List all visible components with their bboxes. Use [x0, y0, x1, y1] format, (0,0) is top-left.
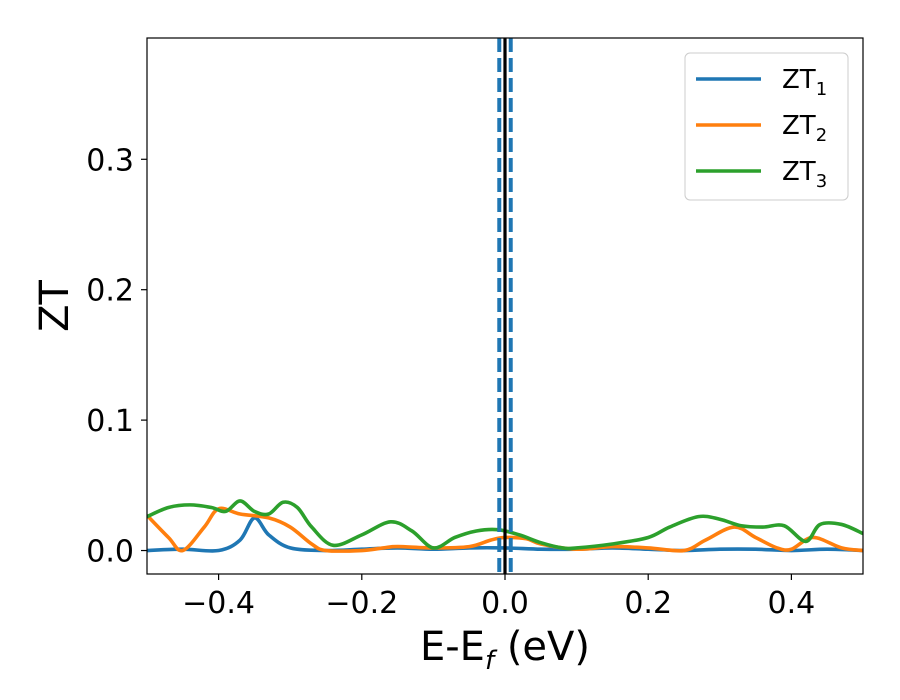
x-tick-label: 0.0	[481, 586, 529, 621]
y-tick-label: 0.3	[86, 143, 134, 178]
x-tick-label: 0.2	[624, 586, 672, 621]
x-axis-title-unit: (eV)	[494, 624, 590, 670]
y-tick-label: 0.1	[86, 404, 134, 439]
y-axis-ticks: 0.0 0.1 0.2 0.3	[86, 143, 147, 570]
series-layer	[147, 499, 863, 553]
y-axis-title: ZT	[32, 280, 78, 332]
y-tick-label: 0.2	[86, 274, 134, 309]
x-axis-title-main: E-E	[420, 624, 485, 670]
x-tick-label: 0.4	[768, 586, 816, 621]
legend-label-zt1: ZT1	[782, 65, 827, 100]
x-tick-label: −0.4	[182, 586, 255, 621]
legend-box	[684, 52, 849, 201]
legend-entries: ZT1 ZT2 ZT3	[696, 65, 827, 192]
legend-label-zt3: ZT3	[782, 157, 827, 192]
x-tick-label: −0.2	[325, 586, 398, 621]
series-line-zt3	[147, 499, 863, 551]
y-tick-label: 0.0	[86, 535, 134, 570]
x-axis-title: E-Ef (eV)	[420, 624, 590, 676]
legend: ZT1 ZT2 ZT3	[684, 52, 849, 201]
legend-label-zt2: ZT2	[782, 111, 827, 146]
series-line-zt2	[147, 506, 863, 553]
x-axis-ticks: −0.4 −0.2 0.0 0.2 0.4	[182, 574, 815, 621]
reference-lines	[497, 38, 513, 574]
